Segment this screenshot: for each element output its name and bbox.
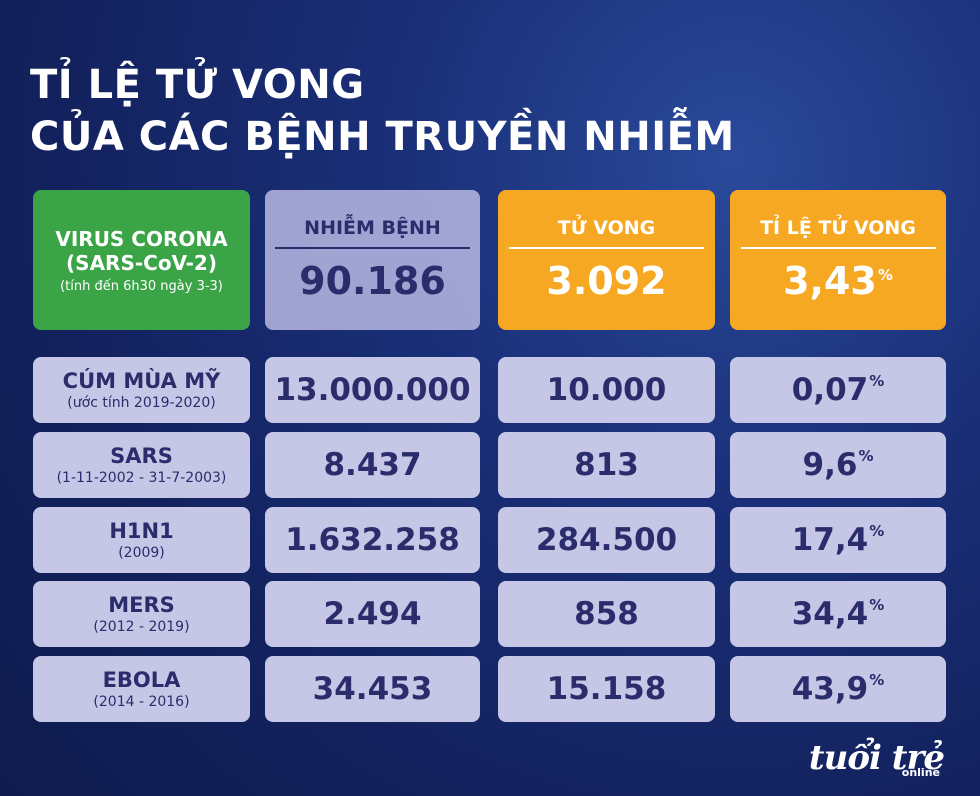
unit: % bbox=[877, 266, 893, 284]
cases-cell: 13.000.000 bbox=[265, 357, 480, 423]
rate: 9,6 bbox=[802, 446, 858, 483]
cases: 2.494 bbox=[323, 596, 422, 633]
unit: % bbox=[869, 372, 885, 390]
deaths-cell: 10.000 bbox=[498, 357, 715, 423]
title-line: CỦA CÁC BỆNH TRUYỀN NHIỄM bbox=[30, 114, 735, 160]
disease-name: MERS bbox=[108, 593, 175, 618]
deaths: 10.000 bbox=[546, 372, 667, 408]
logo-brand: tuổi trẻ bbox=[808, 738, 945, 778]
value: 3.092 bbox=[546, 259, 667, 303]
cases: 13.000.000 bbox=[274, 372, 471, 408]
disease-name: EBOLA bbox=[102, 668, 181, 693]
disease-name: H1N1 bbox=[109, 518, 174, 543]
cases: 34.453 bbox=[312, 671, 433, 708]
deaths: 15.158 bbox=[546, 671, 667, 708]
cases: 1.632.258 bbox=[285, 521, 460, 558]
disease-name: CÚM MÙA MỸ bbox=[62, 369, 221, 393]
unit: % bbox=[869, 671, 885, 690]
unit: % bbox=[869, 596, 885, 615]
cases: 8.437 bbox=[323, 446, 422, 483]
logo-sub: online bbox=[901, 766, 940, 779]
deaths-cell: 284.500 bbox=[498, 506, 715, 573]
rate-value: 17,4% bbox=[792, 522, 885, 558]
disease-cell: CÚM MÙA MỸ (ước tính 2019-2020) bbox=[33, 357, 250, 423]
unit: % bbox=[858, 446, 874, 465]
period: (1-11-2002 - 31-7-2003) bbox=[56, 469, 227, 486]
deaths: 284.500 bbox=[535, 521, 678, 558]
rate: 43,9 bbox=[791, 671, 869, 708]
rate-cell: 43,9% bbox=[730, 656, 946, 723]
rate-value: 0,07% bbox=[792, 372, 885, 408]
cases-cell: 34.453 bbox=[265, 656, 480, 723]
header-cell: TỬ VONG 3.092 bbox=[498, 190, 715, 330]
column-header: TỬ VONG bbox=[509, 217, 704, 249]
deaths-cell: 858 bbox=[498, 581, 715, 648]
period: (2009) bbox=[118, 544, 165, 561]
value: 90.186 bbox=[299, 259, 446, 303]
period: (ước tính 2019-2020) bbox=[67, 395, 216, 411]
disease-name: SARS bbox=[110, 443, 173, 468]
cases-cell: 1.632.258 bbox=[265, 506, 480, 573]
disease-cell: MERS (2012 - 2019) bbox=[33, 581, 250, 648]
rate-value: 43,9% bbox=[792, 671, 885, 707]
rate: 17,4 bbox=[791, 521, 869, 558]
logo: tuổi trẻ online bbox=[808, 738, 945, 779]
value: 3,43% bbox=[783, 259, 893, 303]
rate-value: 9,6% bbox=[803, 447, 874, 483]
rate-value: 34,4% bbox=[792, 596, 885, 632]
disease-cell: SARS (1-11-2002 - 31-7-2003) bbox=[33, 431, 250, 498]
header-cell: NHIỄM BỆNH 90.186 bbox=[265, 190, 480, 330]
column-header: NHIỄM BỆNH bbox=[275, 217, 470, 249]
cases-cell: 2.494 bbox=[265, 581, 480, 648]
header-cell: TỈ LỆ TỬ VONG 3,43% bbox=[730, 190, 946, 330]
deaths: 858 bbox=[574, 596, 639, 633]
column-header: TỈ LỆ TỬ VONG bbox=[740, 217, 936, 249]
period: (2014 - 2016) bbox=[93, 694, 190, 711]
rate-cell: 17,4% bbox=[730, 506, 946, 573]
note: (tính đến 6h30 ngày 3-3) bbox=[60, 278, 223, 294]
deaths: 813 bbox=[574, 446, 639, 483]
unit: % bbox=[869, 521, 885, 540]
disease-cell: H1N1 (2009) bbox=[33, 506, 250, 573]
highlight-cell: VIRUS CORONA (SARS-CoV-2) (tính đến 6h30… bbox=[33, 190, 250, 330]
rate-cell: 9,6% bbox=[730, 431, 946, 498]
disease-name: VIRUS CORONA bbox=[55, 226, 228, 251]
rate: 0,07 bbox=[791, 372, 869, 408]
disease-code: (SARS-CoV-2) bbox=[66, 250, 217, 275]
rate-cell: 34,4% bbox=[730, 581, 946, 648]
rate: 34,4 bbox=[791, 596, 869, 633]
rate-cell: 0,07% bbox=[730, 357, 946, 423]
period: (2012 - 2019) bbox=[93, 619, 190, 636]
title-line: TỈ LỆ TỬ VONG bbox=[30, 62, 365, 108]
rate: 3,43 bbox=[783, 259, 877, 303]
cases-cell: 8.437 bbox=[265, 431, 480, 498]
disease-cell: EBOLA (2014 - 2016) bbox=[33, 656, 250, 723]
deaths-cell: 15.158 bbox=[498, 656, 715, 723]
deaths-cell: 813 bbox=[498, 431, 715, 498]
